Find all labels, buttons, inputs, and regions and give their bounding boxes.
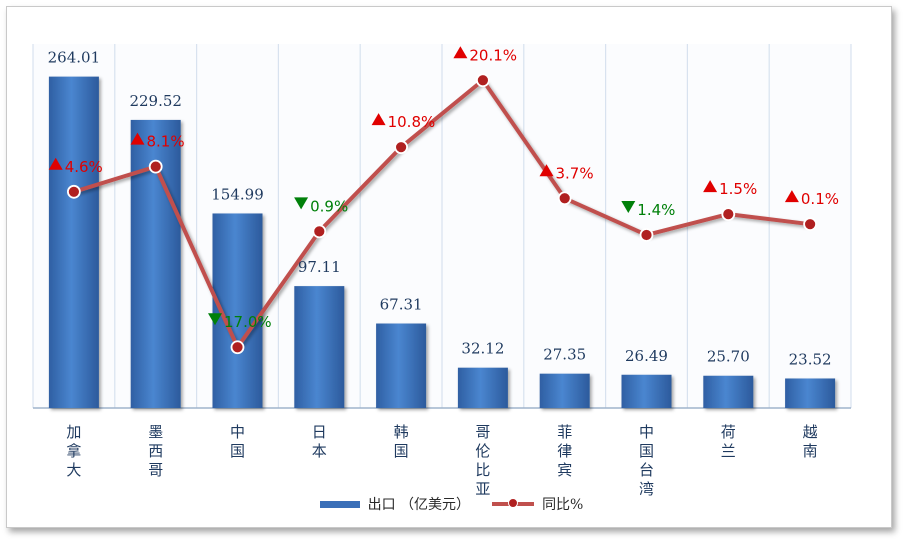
up-triangle-icon xyxy=(130,132,145,145)
yoy-marker xyxy=(67,184,81,199)
category-label: 加 xyxy=(66,423,81,441)
yoy-value-label: 0.9% xyxy=(310,197,348,215)
labels: 264.01加拿大229.52墨西哥154.99中国97.11日本67.31韩国… xyxy=(48,46,839,498)
yoy-line xyxy=(67,73,817,355)
yoy-line-path xyxy=(73,78,811,350)
yoy-value-label: 3.7% xyxy=(556,164,594,182)
category-label: 中 xyxy=(639,423,654,441)
yoy-marker xyxy=(803,217,817,232)
down-triangle-icon xyxy=(294,197,309,210)
yoy-marker xyxy=(230,340,245,355)
yoy-value-label: 8.1% xyxy=(147,133,185,151)
yoy-marker xyxy=(721,207,736,222)
bar xyxy=(539,373,590,408)
bar-value-label: 154.99 xyxy=(211,185,264,203)
bar xyxy=(703,375,754,408)
bar xyxy=(294,286,345,408)
bar-value-label: 97.11 xyxy=(298,258,341,276)
legend: 出口 （亿美元） 同比% xyxy=(0,494,903,514)
legend-label-yoy: 同比% xyxy=(542,497,584,513)
category-label: 荷 xyxy=(721,423,736,441)
bar-value-label: 32.12 xyxy=(461,340,504,358)
category-label: 南 xyxy=(803,442,818,460)
yoy-value-label: 10.8% xyxy=(388,113,436,131)
yoy-marker xyxy=(557,191,572,206)
category-label: 哥 xyxy=(475,423,490,441)
legend-bar-swatch xyxy=(319,500,360,508)
bars xyxy=(48,76,836,408)
category-label: 哥 xyxy=(148,461,163,479)
bar xyxy=(621,374,672,408)
category-label: 湾 xyxy=(639,480,654,498)
up-triangle-icon xyxy=(48,157,63,170)
category-label: 菲 xyxy=(557,423,572,441)
category-label: 宾 xyxy=(557,461,572,479)
yoy-marker xyxy=(148,159,163,174)
category-label: 亚 xyxy=(475,480,490,498)
bar xyxy=(785,378,836,408)
bar-value-label: 23.52 xyxy=(789,350,832,368)
bar xyxy=(48,76,99,408)
category-label: 兰 xyxy=(721,442,736,460)
yoy-value-label: 1.5% xyxy=(719,180,757,198)
yoy-marker xyxy=(394,140,409,155)
down-triangle-icon xyxy=(621,200,636,213)
yoy-value-label: 20.1% xyxy=(469,46,517,64)
down-triangle-icon xyxy=(208,313,222,326)
yoy-marker xyxy=(639,228,654,242)
up-triangle-icon xyxy=(539,164,554,177)
bar-value-label: 27.35 xyxy=(543,346,586,364)
yoy-value-label: 17.0% xyxy=(224,313,272,331)
bar xyxy=(457,367,508,408)
category-label: 国 xyxy=(639,442,654,460)
category-label: 拿 xyxy=(66,442,81,460)
legend-label-export: 出口 （亿美元） xyxy=(367,497,471,513)
bar-value-label: 264.01 xyxy=(48,49,101,67)
bar-value-label: 229.52 xyxy=(129,92,182,110)
yoy-value-label: 0.1% xyxy=(801,190,839,208)
yoy-value-label: 4.6% xyxy=(65,158,103,176)
category-label: 台 xyxy=(639,461,654,479)
category-label: 西 xyxy=(148,442,163,460)
category-label: 中 xyxy=(230,423,245,441)
category-label: 本 xyxy=(312,442,327,460)
yoy-marker xyxy=(475,73,490,88)
bar xyxy=(376,323,427,408)
legend-item-yoy: 同比% xyxy=(492,494,583,514)
up-triangle-icon xyxy=(453,46,468,59)
category-label: 比 xyxy=(475,461,490,479)
up-triangle-icon xyxy=(784,190,799,203)
yoy-value-label: 1.4% xyxy=(637,201,675,219)
category-label: 伦 xyxy=(475,442,490,460)
category-label: 国 xyxy=(394,442,409,460)
yoy-marker xyxy=(312,224,327,239)
bar-value-label: 25.70 xyxy=(707,348,750,366)
category-label: 墨 xyxy=(148,423,163,441)
category-label: 大 xyxy=(66,461,81,479)
up-triangle-icon xyxy=(703,180,718,193)
legend-line-swatch xyxy=(492,498,535,508)
legend-item-export: 出口 （亿美元） xyxy=(319,494,471,514)
category-label: 日 xyxy=(312,423,327,441)
up-triangle-icon xyxy=(371,113,386,126)
category-label: 国 xyxy=(230,442,245,460)
category-label: 越 xyxy=(803,423,818,441)
bar-value-label: 67.31 xyxy=(380,296,423,314)
bar-value-label: 26.49 xyxy=(625,347,668,365)
category-label: 韩 xyxy=(394,423,409,441)
category-label: 律 xyxy=(557,442,572,460)
